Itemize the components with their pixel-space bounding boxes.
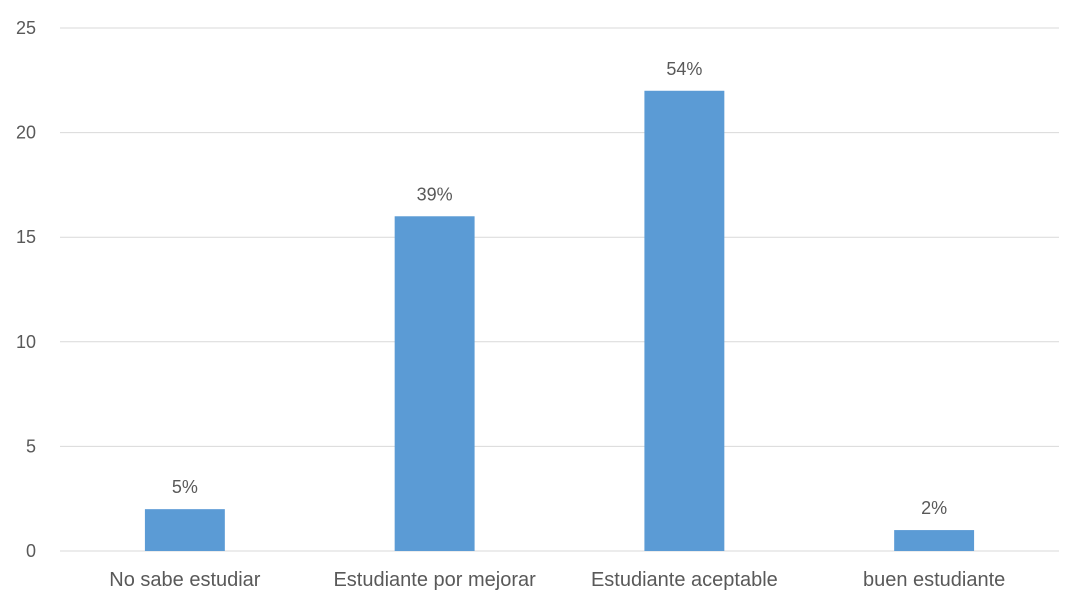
y-axis-ticks: 0 5 10 15 20 25 (16, 18, 36, 561)
bar (144, 509, 225, 551)
data-labels: 5% 39% 54% 2% (172, 59, 947, 518)
y-tick-label: 20 (16, 123, 36, 143)
y-tick-label: 5 (26, 436, 36, 456)
bar (894, 530, 975, 551)
y-tick-label: 10 (16, 332, 36, 352)
bar (644, 90, 725, 551)
x-axis-categories: No sabe estudiar Estudiante por mejorar Es… (109, 569, 1005, 591)
bar (394, 216, 475, 551)
data-label: 39% (417, 184, 453, 204)
data-label: 5% (172, 477, 198, 497)
data-label: 54% (666, 59, 702, 79)
y-tick-label: 25 (16, 18, 36, 38)
x-category-label: Estudiante por mejorar (333, 569, 536, 591)
y-tick-label: 0 (26, 541, 36, 561)
y-tick-label: 15 (16, 227, 36, 247)
x-category-label: Estudiante aceptable (591, 569, 778, 591)
x-category-label: buen estudiante (863, 569, 1005, 591)
data-label: 2% (921, 498, 947, 518)
x-category-label: No sabe estudiar (109, 569, 261, 591)
gridlines (60, 27, 1059, 552)
bars (144, 90, 975, 551)
